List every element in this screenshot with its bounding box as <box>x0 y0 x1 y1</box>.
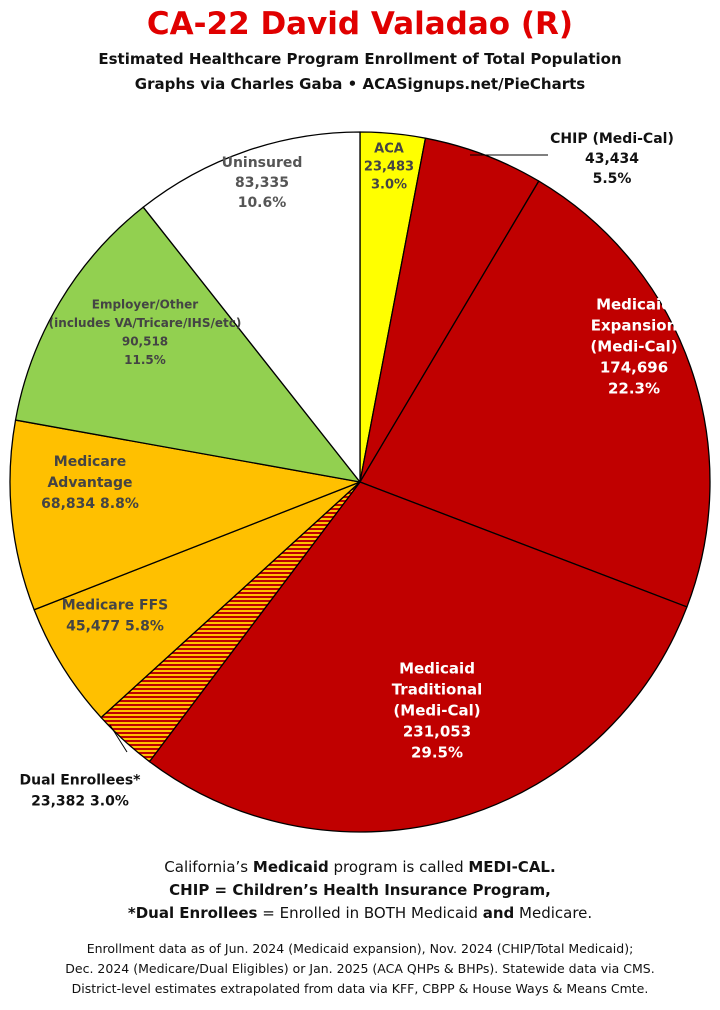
slice-label-medicaid-traditional: Medicaid Traditional (Medi-Cal) 231,053 29.5… <box>392 659 483 761</box>
pie-slice-medicare-advantage <box>9 419 361 611</box>
footer-line-2: Dec. 2024 (Medicare/Dual Eligibles) or J… <box>65 961 655 976</box>
slice-label-dual-enrollees: Dual Enrollees* 23,382 3.0% <box>19 772 141 809</box>
slice-label-uninsured: Uninsured 83,335 10.6% <box>222 155 303 211</box>
slice-label-aca: ACA 23,483 3.0% <box>364 142 414 193</box>
pie-slice-uninsured <box>142 131 361 483</box>
pie-slice-medicaid-expansion <box>359 180 711 608</box>
slice-label-chip: CHIP (Medi-Cal) 43,434 5.5% <box>550 131 674 187</box>
note-chip: CHIP = Children’s Health Insurance Progr… <box>169 881 551 899</box>
pie-slice-employer-other <box>14 206 361 483</box>
note-dual: *Dual Enrollees = Enrolled in BOTH Medic… <box>127 904 593 922</box>
chart-title: CA-22 David Valadao (R) <box>146 6 574 42</box>
slice-label-medicare-advantage: Medicare Advantage 68,834 8.8% <box>41 454 139 512</box>
footer-line-1: Enrollment data as of Jun. 2024 (Medicai… <box>86 941 634 956</box>
slice-label-medicare-ffs: Medicare FFS 45,477 5.8% <box>62 597 168 634</box>
slice-label-medicaid-expansion: Medicaid Expansion (Medi-Cal) 174,696 22.3% <box>590 295 677 397</box>
pie-chart: ACA 23,483 3.0% CHIP (Medi-Cal) 43,434 5.5% Me… <box>9 131 711 833</box>
pie-slice-medicaid-traditional <box>148 481 688 833</box>
chart-credit: Graphs via Charles Gaba • ACASignups.net… <box>134 75 586 93</box>
slice-label-employer-other: Employer/Other (includes VA/Tricare/IHS/e… <box>49 297 242 367</box>
pie-slice-medicare-ffs <box>33 481 361 719</box>
leader-line-dual-enrollees <box>109 724 128 753</box>
chart-subtitle: Estimated Healthcare Program Enrollment … <box>98 50 622 68</box>
note-medi-cal: California’s Medicaid program is called … <box>164 858 556 876</box>
footer-line-3: District-level estimates extrapolated fr… <box>71 981 649 996</box>
